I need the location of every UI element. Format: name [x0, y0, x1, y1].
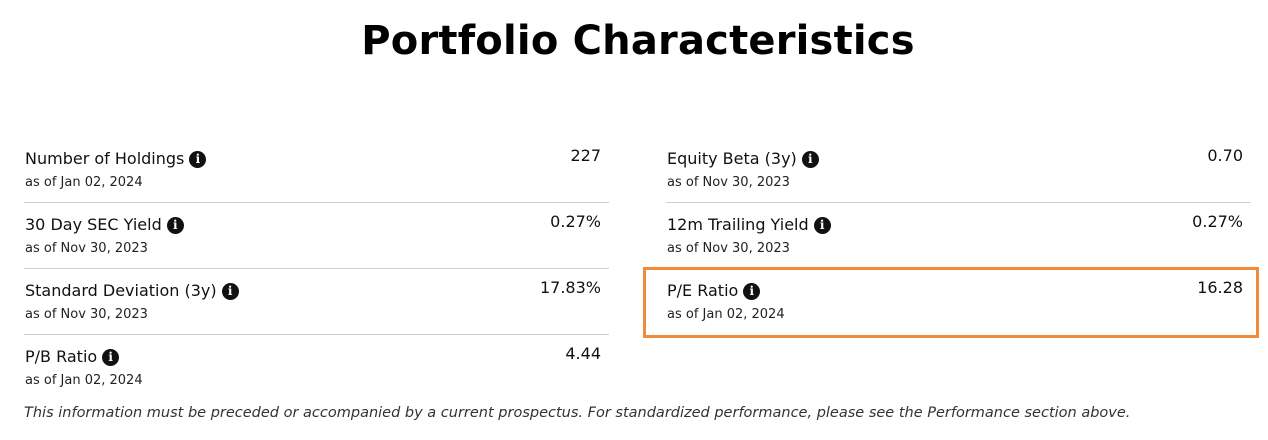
metric-label: Standard Deviation (3y): [25, 281, 217, 300]
metric-as-of-date: as of Jan 02, 2024: [25, 373, 143, 388]
metric-row-12m-trailing-yield: 12m Trailing Yield i as of Nov 30, 2023 0…: [666, 203, 1251, 269]
info-icon[interactable]: i: [189, 151, 207, 168]
metric-row-equity-beta: Equity Beta (3y) i as of Nov 30, 2023 0.7…: [666, 137, 1251, 203]
info-icon[interactable]: i: [166, 217, 184, 234]
info-icon[interactable]: i: [221, 283, 239, 300]
page-title: Portfolio Characteristics: [361, 18, 915, 64]
metric-row-pb-ratio: P/B Ratio i as of Jan 02, 2024 4.44: [24, 335, 609, 401]
metric-as-of-date: as of Nov 30, 2023: [25, 241, 148, 256]
metric-as-of-date: as of Nov 30, 2023: [667, 241, 790, 256]
metric-value: 0.70: [1207, 146, 1243, 165]
disclaimer-text: This information must be preceded or acc…: [24, 405, 1131, 421]
metric-as-of-date: as of Jan 02, 2024: [25, 175, 143, 190]
metric-value: 0.27%: [550, 212, 601, 231]
metric-row-standard-deviation: Standard Deviation (3y) i as of Nov 30, 2…: [24, 269, 609, 335]
metric-label: 12m Trailing Yield: [667, 215, 809, 234]
metric-label: Equity Beta (3y): [667, 149, 797, 168]
metric-value: 4.44: [565, 344, 601, 363]
metric-row-number-of-holdings: Number of Holdings i as of Jan 02, 2024 2…: [24, 137, 609, 203]
metric-label: 30 Day SEC Yield: [25, 215, 162, 234]
metric-value: 16.28: [1197, 278, 1243, 297]
info-icon[interactable]: i: [801, 151, 819, 168]
metric-as-of-date: as of Nov 30, 2023: [25, 307, 148, 322]
metric-as-of-date: as of Nov 30, 2023: [667, 175, 790, 190]
metric-label: P/B Ratio: [25, 347, 98, 366]
info-icon[interactable]: i: [813, 217, 831, 234]
metric-label: Number of Holdings: [25, 149, 185, 168]
right-column: Equity Beta (3y) i as of Nov 30, 2023 0.7…: [666, 137, 1251, 335]
metric-row-30-day-sec-yield: 30 Day SEC Yield i as of Nov 30, 2023 0.2…: [24, 203, 609, 269]
info-icon[interactable]: i: [743, 283, 761, 300]
metric-value: 227: [570, 146, 601, 165]
metric-as-of-date: as of Jan 02, 2024: [667, 307, 785, 322]
metric-value: 17.83%: [539, 278, 601, 297]
metric-label: P/E Ratio: [667, 281, 739, 300]
left-column: Number of Holdings i as of Jan 02, 2024 2…: [24, 137, 609, 401]
info-icon[interactable]: i: [102, 349, 120, 366]
metric-value: 0.27%: [1192, 212, 1243, 231]
metric-row-pe-ratio: P/E Ratio i as of Jan 02, 2024 16.28: [666, 269, 1251, 335]
